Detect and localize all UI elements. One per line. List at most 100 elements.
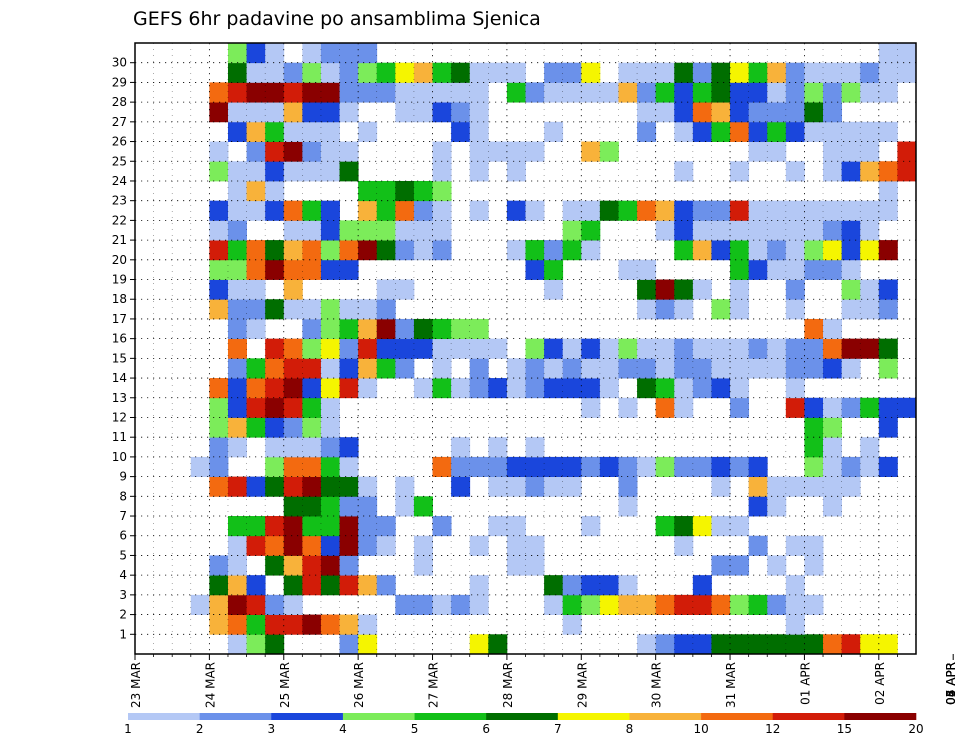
heatmap-cell <box>581 338 601 359</box>
heatmap-cell <box>432 141 452 162</box>
heatmap-cell <box>246 614 266 635</box>
heatmap-cell <box>767 141 787 162</box>
y-tick-label: 8 <box>119 489 127 503</box>
heatmap-cell <box>283 397 303 418</box>
heatmap-cell <box>674 378 694 399</box>
heatmap-cell <box>785 299 805 320</box>
heatmap-cell <box>674 338 694 359</box>
heatmap-cell <box>748 82 768 103</box>
heatmap-cell <box>265 121 285 142</box>
heatmap-cell <box>209 476 229 497</box>
chart-title: GEFS 6hr padavine po ansamblima Sjenica <box>133 8 541 30</box>
heatmap-cell <box>860 299 880 320</box>
heatmap-cell <box>618 594 638 615</box>
heatmap-cell <box>376 299 396 320</box>
heatmap-cell <box>655 82 675 103</box>
heatmap-cell <box>265 82 285 103</box>
heatmap-cell <box>227 634 247 655</box>
heatmap-cell <box>227 62 247 83</box>
heatmap-cell <box>339 496 359 517</box>
colorbar-label: 8 <box>626 722 634 736</box>
heatmap-cell <box>711 82 731 103</box>
heatmap-cell <box>730 555 750 576</box>
heatmap-cell <box>320 82 340 103</box>
y-tick-label: 29 <box>112 75 127 89</box>
heatmap-cell <box>804 82 824 103</box>
heatmap-cell <box>320 476 340 497</box>
heatmap-cell <box>878 299 898 320</box>
heatmap-cell <box>227 161 247 182</box>
heatmap-cell <box>302 43 322 64</box>
heatmap-cell <box>878 279 898 300</box>
heatmap-cell <box>320 240 340 261</box>
heatmap-cell <box>562 62 582 83</box>
heatmap-cell <box>767 259 787 280</box>
heatmap-cell <box>767 220 787 241</box>
heatmap-cell <box>785 614 805 635</box>
heatmap-cell <box>488 456 508 478</box>
heatmap-cell <box>469 82 489 103</box>
heatmap-cell <box>618 358 638 379</box>
heatmap-cell <box>376 358 396 379</box>
heatmap-cell <box>823 240 843 261</box>
heatmap-cell <box>265 102 285 123</box>
heatmap-cell <box>339 161 359 182</box>
heatmap-cell <box>599 575 619 596</box>
heatmap-cell <box>302 102 322 123</box>
x-tick-label: 31 MAR <box>724 662 738 708</box>
heatmap-cell <box>265 476 285 497</box>
heatmap-cell <box>358 378 378 399</box>
heatmap-cell <box>227 338 247 359</box>
heatmap-cell <box>432 102 452 123</box>
heatmap-cell <box>376 318 396 340</box>
heatmap-cell <box>283 220 303 241</box>
heatmap-cell <box>339 259 359 280</box>
y-tick-label: 16 <box>112 332 127 346</box>
heatmap-cell <box>227 82 247 103</box>
heatmap-cell <box>265 397 285 418</box>
colorbar-swatch <box>486 713 559 720</box>
heatmap-cell <box>413 318 433 340</box>
heatmap-cell <box>358 180 378 202</box>
heatmap-cell <box>692 575 712 596</box>
heatmap-cell <box>283 437 303 458</box>
heatmap-cell <box>897 43 917 64</box>
heatmap-cell <box>339 575 359 596</box>
heatmap-cell <box>339 555 359 576</box>
heatmap-cell <box>823 62 843 83</box>
heatmap-cell <box>488 516 508 537</box>
heatmap-cell <box>227 180 247 202</box>
heatmap-cell <box>655 220 675 241</box>
heatmap-cell <box>488 62 508 83</box>
heatmap-cell <box>878 338 898 359</box>
heatmap-cell <box>841 240 861 261</box>
colorbar: 1 2 3 4 5 6 7 8 10 12 15 20 <box>124 713 924 736</box>
heatmap-cell <box>265 141 285 162</box>
heatmap-cell <box>358 358 378 379</box>
heatmap-cell <box>320 141 340 162</box>
heatmap-cell <box>265 43 285 64</box>
heatmap-cell <box>841 220 861 241</box>
heatmap-cell <box>730 200 750 221</box>
heatmap-cell <box>339 338 359 359</box>
heatmap-cell <box>320 43 340 64</box>
heatmap-cell <box>302 62 322 83</box>
heatmap-cell <box>227 43 247 64</box>
heatmap-cell <box>581 456 601 478</box>
heatmap-cell <box>320 200 340 221</box>
heatmap-cell <box>432 240 452 261</box>
heatmap-cell <box>432 220 452 241</box>
heatmap-cell <box>320 102 340 123</box>
heatmap-cell <box>599 141 619 162</box>
heatmap-cell <box>283 259 303 280</box>
heatmap-cell <box>804 200 824 221</box>
heatmap-cell <box>748 259 768 280</box>
heatmap-cell <box>692 279 712 300</box>
heatmap-cell <box>730 240 750 261</box>
heatmap-cell <box>692 456 712 478</box>
x-axis: 23 MAR 24 MAR 25 MAR 26 MAR 27 MAR 28 MAR 29 M… <box>129 654 958 708</box>
heatmap-cell <box>209 200 229 221</box>
heatmap-cell <box>227 417 247 438</box>
heatmap-cell <box>878 180 898 202</box>
heatmap-cell <box>748 535 768 556</box>
